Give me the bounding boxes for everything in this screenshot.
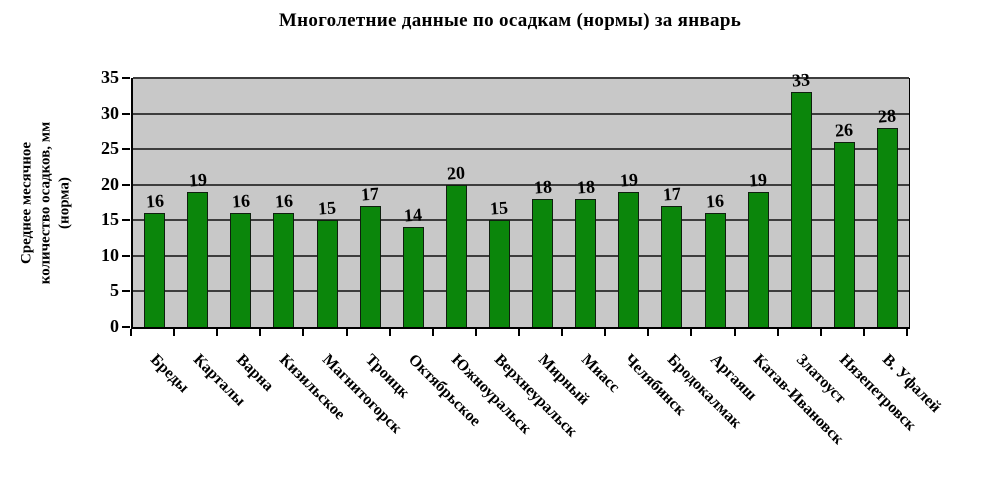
gridline xyxy=(133,254,909,257)
bar-value-label: 15 xyxy=(489,197,510,219)
x-tick-mark xyxy=(431,329,434,336)
bar-Златоуст xyxy=(790,92,812,327)
y-tick-mark xyxy=(122,183,130,186)
y-axis-title: Среднее месячное количество осадков, мм (н… xyxy=(18,122,75,284)
bar-value-label: 19 xyxy=(187,169,208,191)
gridline xyxy=(133,112,909,115)
bar-Нязепетровск xyxy=(833,142,855,327)
x-tick-mark xyxy=(173,329,176,336)
bar-value-label: 17 xyxy=(360,183,380,205)
y-tick-label: 15 xyxy=(101,209,119,230)
x-label-Бреды: Бреды xyxy=(146,351,192,397)
bar-Карталы xyxy=(187,191,209,327)
y-tick-mark xyxy=(122,112,130,115)
y-axis-title-line: (норма) xyxy=(56,177,73,229)
bar-Верхнеуральск xyxy=(488,220,510,327)
bar-Варна xyxy=(230,213,252,327)
bar-value-label: 16 xyxy=(705,190,725,212)
x-tick-mark xyxy=(345,329,348,336)
y-axis-title-line: количество осадков, мм xyxy=(37,121,54,285)
bar-Мирный xyxy=(532,198,554,327)
bar-value-label: 16 xyxy=(144,190,165,212)
y-tick-mark xyxy=(122,148,130,151)
y-tick-label: 5 xyxy=(110,280,119,301)
x-tick-mark xyxy=(259,329,262,336)
gridline xyxy=(133,148,909,151)
bar-Октябрьское xyxy=(402,227,424,327)
x-tick-mark xyxy=(216,329,219,336)
bar-Бродокалмак xyxy=(661,206,683,327)
bar-Троицк xyxy=(359,206,381,327)
bar-Магнитогорск xyxy=(316,220,338,327)
y-tick-label: 10 xyxy=(101,244,119,265)
bar-value-label: 19 xyxy=(748,169,768,191)
plot-area: 16 19 16 16 15 17 14 20 15 18 18 19 17 16 19 33 26 28 xyxy=(131,70,910,329)
x-tick-mark xyxy=(776,329,779,336)
y-tick-label: 0 xyxy=(110,316,119,336)
bar-Челябинск xyxy=(618,191,640,327)
y-axis-title-line: Среднее месячное xyxy=(18,141,35,265)
gridline xyxy=(133,290,909,293)
y-tick-mark xyxy=(122,326,130,328)
x-tick-mark xyxy=(561,329,564,336)
bar-Южноуральск xyxy=(445,184,467,327)
x-tick-mark xyxy=(604,329,607,336)
bar-Аргаяш xyxy=(704,213,726,327)
y-tick-mark xyxy=(122,290,130,293)
x-tick-mark xyxy=(690,329,693,336)
bar-value-label: 14 xyxy=(403,204,423,227)
x-tick-mark xyxy=(733,329,736,336)
x-tick-mark xyxy=(518,329,520,336)
y-tick-label: 30 xyxy=(101,102,119,123)
x-tick-mark xyxy=(130,329,132,336)
y-tick-label: 35 xyxy=(101,67,119,87)
bar-В. Уфалей xyxy=(876,127,898,327)
gridline xyxy=(133,219,909,222)
bar-Кизильское xyxy=(273,213,295,327)
x-tick-mark xyxy=(819,329,822,336)
bar-value-label: 33 xyxy=(791,69,811,91)
y-tick-label: 25 xyxy=(101,138,119,159)
x-tick-mark xyxy=(302,329,305,336)
bar-value-label: 20 xyxy=(446,162,466,184)
bar-Миасс xyxy=(575,198,597,327)
x-tick-mark xyxy=(862,329,865,336)
x-tick-mark xyxy=(906,329,908,336)
x-tick-mark xyxy=(647,329,650,336)
bar-value-label: 28 xyxy=(877,105,898,127)
gridline xyxy=(133,77,909,79)
y-tick-label: 20 xyxy=(101,173,119,194)
bar-Бреды xyxy=(144,213,166,327)
x-label-Бродокалмак: Бродокалмак xyxy=(663,351,745,432)
chart-title: Многолетние данные по осадкам (нормы) за… xyxy=(278,10,742,31)
gridline xyxy=(133,183,909,186)
y-tick-mark xyxy=(122,219,130,222)
y-tick-mark xyxy=(122,77,130,79)
bar-Катав-Ивановск xyxy=(747,191,769,327)
x-tick-mark xyxy=(388,329,391,336)
y-tick-mark xyxy=(122,254,130,257)
x-tick-mark xyxy=(474,329,477,336)
